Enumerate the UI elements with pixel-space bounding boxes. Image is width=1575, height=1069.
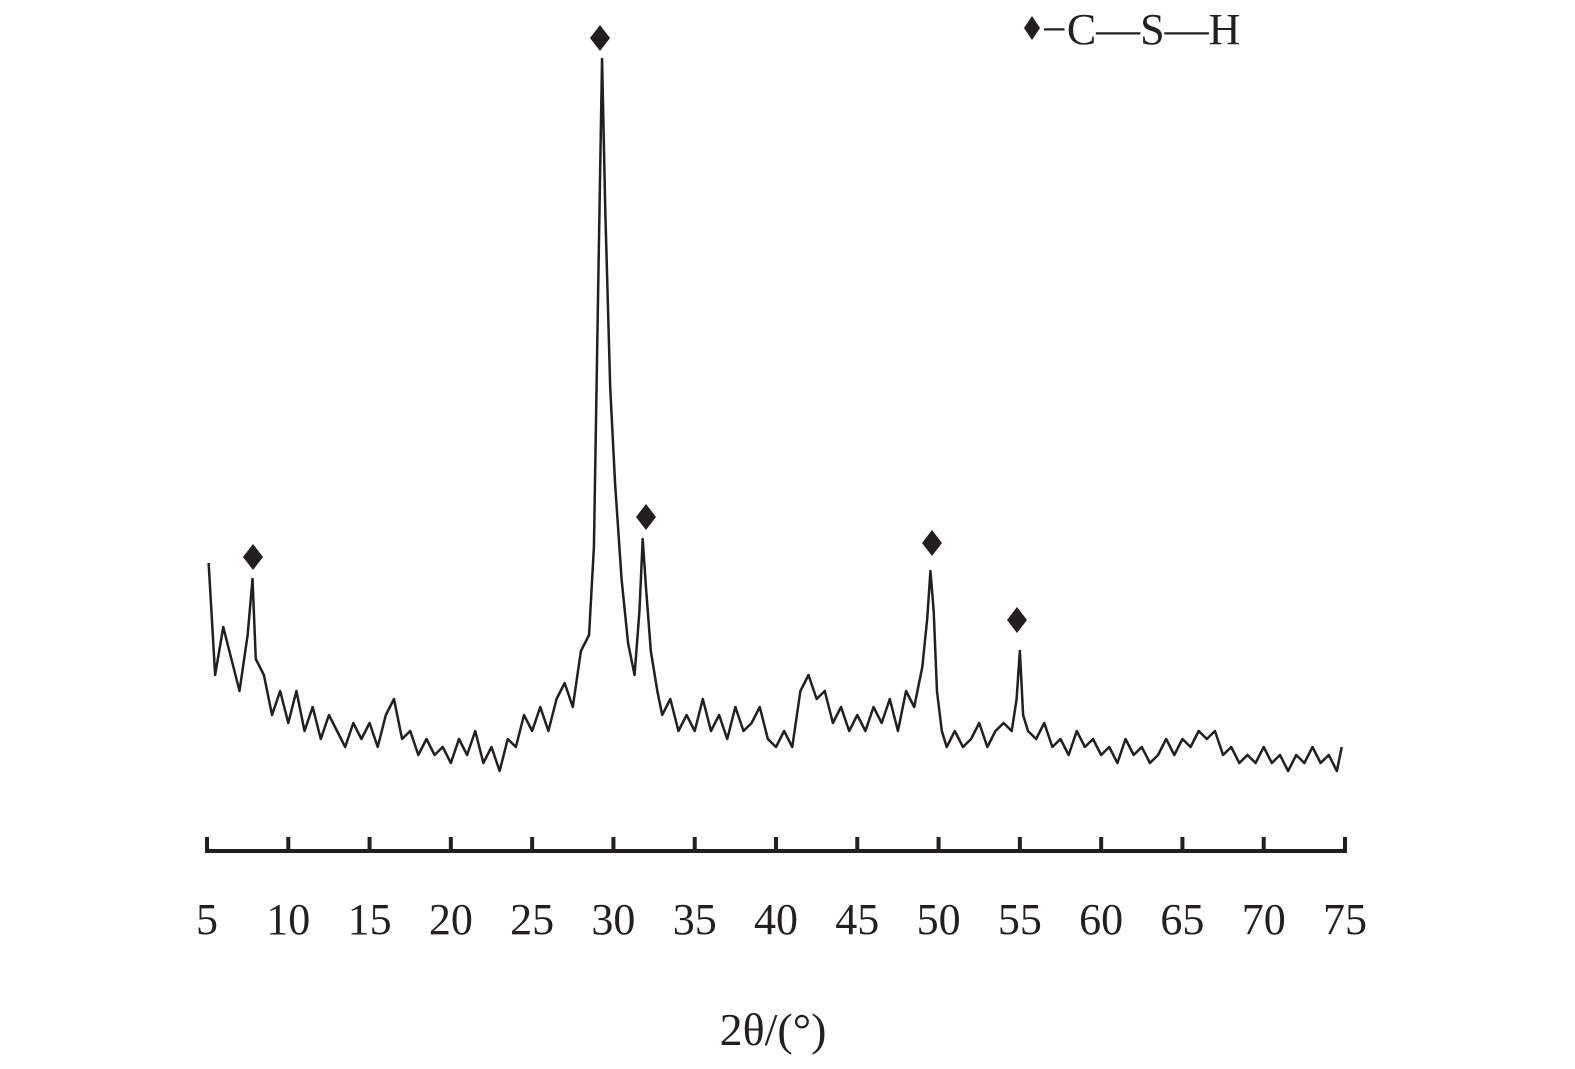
x-tick-label: 75 <box>1323 895 1367 944</box>
x-tick-label: 45 <box>835 895 879 944</box>
x-tick-label: 40 <box>754 895 798 944</box>
x-tick-label: 50 <box>917 895 961 944</box>
peak-marker <box>922 530 942 556</box>
x-tick-label: 70 <box>1242 895 1286 944</box>
x-tick-label: 55 <box>998 895 1042 944</box>
legend-label: −C—S—H <box>1042 5 1240 54</box>
x-tick-label: 5 <box>196 895 218 944</box>
x-tick-label: 25 <box>510 895 554 944</box>
x-tick-label: 60 <box>1079 895 1123 944</box>
x-tick-label: 65 <box>1160 895 1204 944</box>
peak-marker <box>1007 607 1027 633</box>
peak-marker <box>243 544 263 570</box>
x-tick-label: 30 <box>591 895 635 944</box>
peak-marker <box>590 25 610 51</box>
x-tick-label: 35 <box>673 895 717 944</box>
x-axis-label: 2θ/(°) <box>720 1004 827 1055</box>
peak-marker <box>636 504 656 530</box>
xrd-line <box>207 57 1343 773</box>
peak-markers <box>243 25 1027 633</box>
x-tick-label: 15 <box>348 895 392 944</box>
legend-marker <box>1024 16 1040 40</box>
x-tick-label: 20 <box>429 895 473 944</box>
x-tick-label: 10 <box>266 895 310 944</box>
